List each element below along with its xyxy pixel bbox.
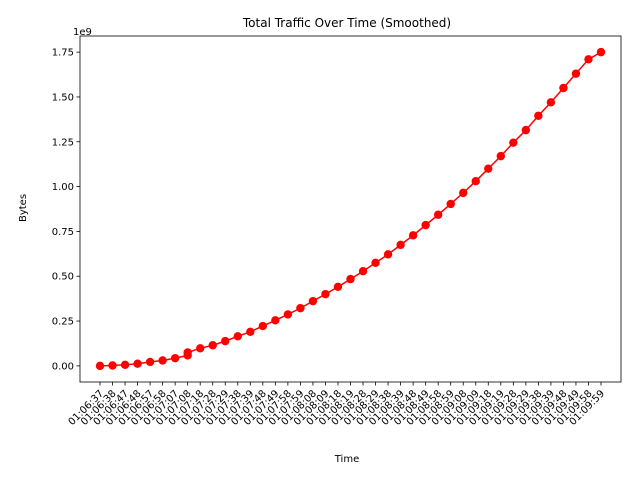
data-point [183,348,192,357]
y-tick-label: 1.75 [52,48,74,59]
series-line [99,51,602,367]
y-tick-label: 0.25 [52,317,74,328]
chart-title: Total Traffic Over Time (Smoothed) [242,16,451,30]
data-point [208,341,217,350]
data-point [584,55,593,64]
data-point [446,199,455,209]
data-point [221,336,230,346]
data-point [358,267,368,276]
data-point [333,282,343,292]
plot-frame [79,35,622,383]
data-point [383,250,393,259]
data-point [496,151,505,161]
data-point [346,274,355,284]
data-point [546,98,556,107]
data-point [559,83,568,93]
data-point [283,310,293,319]
data-point [433,210,443,219]
data-point [120,360,130,369]
data-point [534,111,543,120]
data-point [459,188,468,198]
data-point [471,177,480,186]
y-tick-label: 1.50 [52,92,74,103]
y-axis-label: Bytes [18,194,29,222]
y-offset-label: 1e9 [73,27,92,38]
y-tick-label: 1.25 [52,137,74,148]
y-tick-label: 0.50 [52,272,74,283]
data-point [408,231,418,240]
y-tick-label: 0.75 [52,227,74,238]
data-point [133,359,142,368]
data-point [258,321,268,331]
data-point [196,344,205,353]
data-point [484,164,493,173]
data-point [95,361,105,371]
data-point [158,356,167,365]
data-point [271,316,280,325]
data-point [571,69,581,78]
data-point [246,327,255,337]
y-tick-label: 1.00 [52,182,74,193]
data-point [296,303,305,313]
data-point [170,353,180,363]
data-point [421,220,430,230]
data-point [596,47,606,57]
data-point [321,289,330,299]
data-point [108,361,117,370]
plot-area: 0.000.250.500.751.001.251.501.7501:06:37… [52,35,622,428]
data-point [308,296,318,306]
data-point [521,125,531,135]
y-tick-label: 0.00 [52,361,74,372]
data-point [396,240,405,250]
data-point [233,332,242,341]
data-point [509,138,518,147]
data-point [371,258,380,267]
x-axis-label: Time [334,454,359,465]
data-point [145,357,155,367]
